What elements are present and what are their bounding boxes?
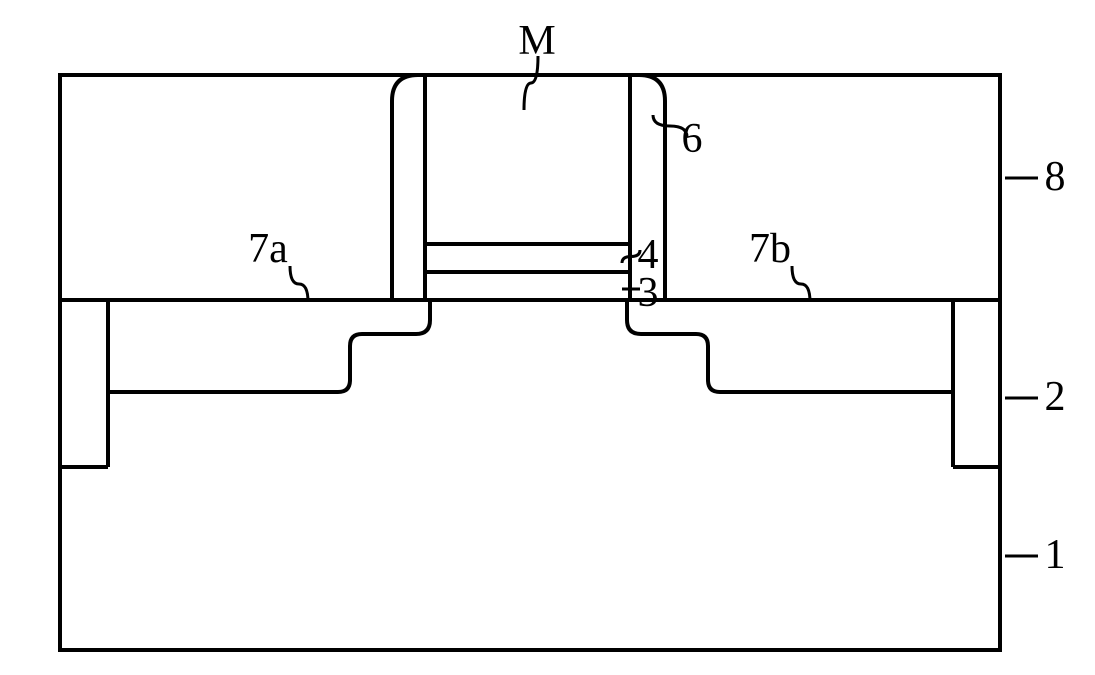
label-2: 2	[1045, 374, 1066, 420]
outer-boundary	[60, 75, 1000, 650]
label-1: 1	[1045, 532, 1066, 578]
label-M-leader	[524, 56, 538, 110]
region-7b-outline	[627, 300, 953, 392]
label-7a: 7a	[248, 226, 288, 272]
region-7a-outline	[108, 300, 430, 392]
label-7b: 7b	[749, 226, 791, 272]
label-7a-leader	[290, 266, 308, 302]
label-M: M	[518, 18, 555, 64]
label-8: 8	[1045, 154, 1066, 200]
label-6: 6	[682, 116, 703, 162]
label-4: 4	[638, 232, 659, 278]
spacer-left	[392, 75, 418, 300]
label-7b-leader	[792, 266, 810, 302]
